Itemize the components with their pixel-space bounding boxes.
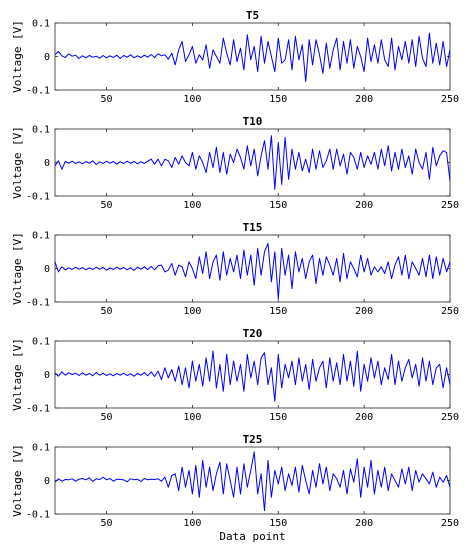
x-tick-label: 200 <box>355 518 373 529</box>
x-tick-label: 50 <box>100 412 112 423</box>
y-tick-label: 0 <box>44 158 50 169</box>
axes-box <box>54 446 451 515</box>
series-line <box>54 451 451 512</box>
panel-t15: T15 50 100 150 200 250 -0.1 0 0.1 Voltage [V] <box>11 221 459 317</box>
y-tick-label: 0.1 <box>32 125 50 136</box>
x-tick-label: 250 <box>441 412 459 423</box>
panel-t20: T20 50 100 150 200 250 -0.1 0 0.1 Voltage [V] <box>11 327 459 423</box>
y-axis-label: Voltage [V] <box>11 338 24 411</box>
panel-t5: T5 50 100 150 200 250 -0.1 0 0.1 Voltage [V] <box>11 9 459 105</box>
series-line <box>54 135 451 190</box>
x-tick-label: 200 <box>355 94 373 105</box>
panel-title: T15 <box>243 221 263 234</box>
x-tick-label: 250 <box>441 200 459 211</box>
x-tick-label: 250 <box>441 94 459 105</box>
x-axis-label: Data point <box>219 530 285 543</box>
y-tick-label: -0.1 <box>26 298 50 309</box>
x-tick-label: 150 <box>269 412 287 423</box>
y-tick-label: 0 <box>44 264 50 275</box>
panel-t10: T10 50 100 150 200 250 -0.1 0 0.1 Voltage [V] <box>11 115 459 211</box>
series-line <box>54 350 451 402</box>
panel-title: T20 <box>243 327 263 340</box>
y-axis-label: Voltage [V] <box>11 232 24 305</box>
series-line <box>54 242 451 300</box>
axes-box <box>54 340 451 409</box>
x-tick-label: 100 <box>183 306 201 317</box>
series-line <box>54 32 451 83</box>
panel-title: T10 <box>243 115 263 128</box>
x-tick-label: 100 <box>183 94 201 105</box>
x-tick-label: 150 <box>269 518 287 529</box>
y-tick-label: 0 <box>44 476 50 487</box>
x-tick-label: 200 <box>355 200 373 211</box>
x-tick-label: 100 <box>183 200 201 211</box>
y-tick-label: -0.1 <box>26 404 50 415</box>
x-tick-label: 100 <box>183 412 201 423</box>
y-tick-label: 0.1 <box>32 337 50 348</box>
panel-title: T25 <box>243 433 263 446</box>
x-tick-label: 200 <box>355 306 373 317</box>
y-tick-label: 0.1 <box>32 443 50 454</box>
y-tick-label: -0.1 <box>26 192 50 203</box>
x-tick-label: 50 <box>100 306 112 317</box>
y-tick-label: 0.1 <box>32 231 50 242</box>
x-tick-label: 200 <box>355 412 373 423</box>
y-tick-label: 0 <box>44 370 50 381</box>
x-tick-label: 50 <box>100 200 112 211</box>
x-tick-label: 100 <box>183 518 201 529</box>
y-axis-label: Voltage [V] <box>11 126 24 199</box>
x-tick-label: 250 <box>441 306 459 317</box>
y-tick-label: -0.1 <box>26 86 50 97</box>
x-tick-label: 150 <box>269 94 287 105</box>
y-tick-label: 0.1 <box>32 19 50 30</box>
x-tick-label: 250 <box>441 518 459 529</box>
x-tick-label: 150 <box>269 306 287 317</box>
y-tick-label: -0.1 <box>26 510 50 521</box>
y-tick-label: 0 <box>44 52 50 63</box>
x-tick-label: 50 <box>100 518 112 529</box>
x-tick-label: 150 <box>269 200 287 211</box>
y-axis-label: Voltage [V] <box>11 20 24 93</box>
panel-t25: T25 50 100 150 200 250 -0.1 0 0.1 Voltage [V] Data… <box>11 433 459 543</box>
x-tick-label: 50 <box>100 94 112 105</box>
y-axis-label: Voltage [V] <box>11 444 24 517</box>
panel-title: T5 <box>246 9 259 22</box>
